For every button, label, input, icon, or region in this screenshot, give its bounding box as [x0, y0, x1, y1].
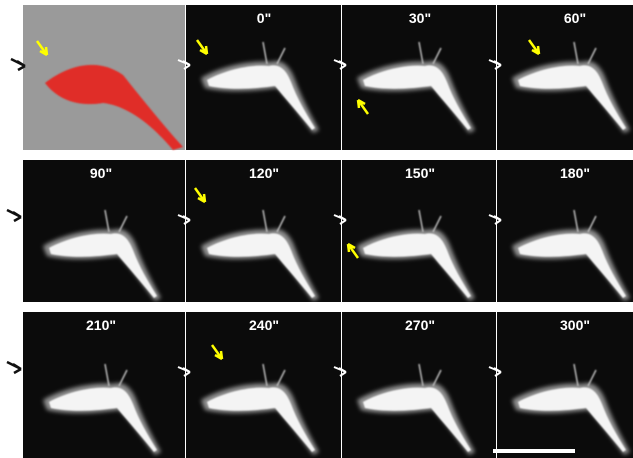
black-arrow: [7, 210, 21, 221]
time-label: 210": [86, 317, 116, 333]
black-arrow: [11, 59, 25, 70]
time-label: 60": [564, 10, 586, 26]
time-label: 300": [560, 317, 590, 333]
figure: 0" 30" 60" 90" 120" 150" 180" 210" 240" 270" 300": [0, 0, 633, 458]
scale-bar: [493, 449, 575, 453]
time-label: 0": [257, 10, 271, 26]
page: 0"30"60"90"120"150"180"210"240"270"300" …: [0, 0, 633, 458]
time-label: 240": [249, 317, 279, 333]
time-label: 90": [90, 165, 112, 181]
time-label: 30": [409, 10, 431, 26]
time-label: 120": [249, 165, 279, 181]
time-label: 150": [405, 165, 435, 181]
black-arrow: [7, 362, 21, 373]
time-label: 270": [405, 317, 435, 333]
time-label: 180": [560, 165, 590, 181]
